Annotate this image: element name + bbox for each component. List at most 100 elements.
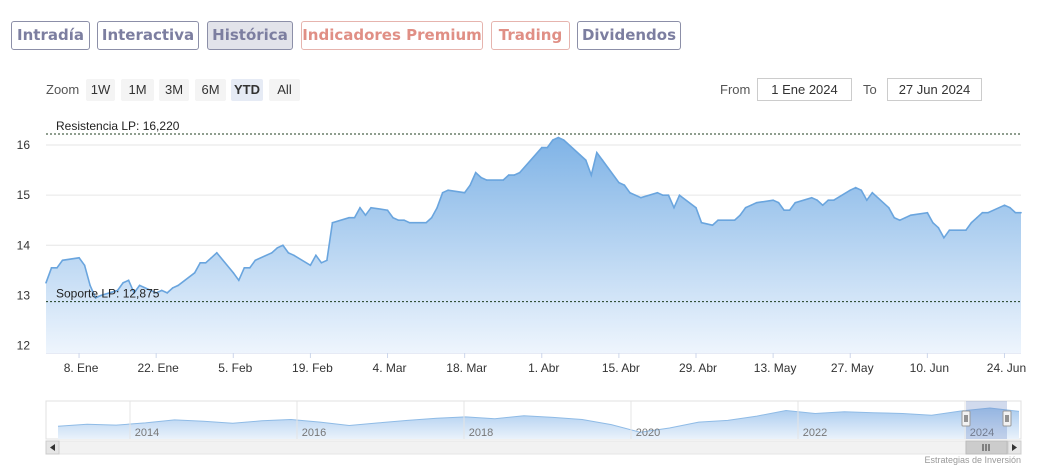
price-data-point [425, 221, 427, 224]
to-date-input[interactable]: 27 Jun 2024 [887, 78, 982, 101]
price-data-point [83, 264, 86, 267]
zoom-button-ytd[interactable]: YTD [231, 79, 263, 101]
price-data-point [507, 174, 510, 176]
tab-interactiva[interactable]: Interactiva [97, 21, 199, 50]
price-data-point [403, 219, 405, 221]
price-data-point [899, 219, 901, 221]
zoom-button-all[interactable]: All [269, 79, 300, 101]
x-tick-label: 8. Ene [64, 361, 99, 375]
price-data-point [177, 284, 179, 287]
zoom-button-6m[interactable]: 6M [195, 79, 226, 101]
price-data-point [204, 262, 207, 264]
price-data-point [794, 201, 796, 204]
price-data-point [755, 201, 758, 204]
price-data-point [397, 219, 400, 221]
price-data-point [596, 151, 598, 154]
chart-reference-lines: Resistencia LP: 16,220 Soporte LP: 12,875 [46, 119, 1021, 303]
price-data-point [717, 219, 719, 221]
y-tick-label: 14 [17, 238, 31, 252]
price-data-point [678, 194, 681, 196]
chart-x-axis: 8. Ene 22. Ene 5. Feb 19. Feb 4. Mar 18. Mar 1… [64, 353, 1026, 375]
price-data-point [733, 219, 736, 221]
price-data-point [772, 199, 774, 201]
navigator-selected-range[interactable] [966, 401, 1007, 439]
tab-intradía[interactable]: Intradía [11, 21, 90, 50]
zoom-button-1w[interactable]: 1W [86, 79, 115, 101]
price-data-point [750, 204, 752, 206]
price-data-point [408, 221, 411, 224]
price-data-point [744, 206, 747, 209]
price-data-point [866, 199, 868, 201]
x-tick-label: 22. Ene [137, 361, 179, 375]
price-data-point [232, 272, 235, 274]
price-series-line [45, 136, 1021, 299]
price-data-point [656, 191, 659, 194]
price-data-point [926, 211, 929, 214]
y-tick-label: 13 [17, 288, 31, 302]
price-data-point [370, 206, 372, 209]
price-data-point [287, 252, 290, 254]
price-data-point [981, 211, 984, 214]
price-data-point [276, 247, 279, 249]
navigator-area [58, 408, 1019, 439]
price-data-point [783, 209, 785, 211]
navigator-year-label: 2022 [803, 427, 827, 439]
price-data-point [309, 264, 312, 267]
price-data-point [138, 284, 141, 287]
x-tick-label: 19. Feb [292, 361, 333, 375]
y-tick-label: 15 [17, 188, 31, 202]
x-tick-label: 1. Abr [528, 361, 559, 375]
resistance-label: Resistencia LP: 16,220 [56, 119, 180, 133]
x-tick-label: 27. May [831, 361, 874, 375]
price-data-point [662, 194, 664, 196]
zoom-button-3m[interactable]: 3M [159, 79, 189, 101]
scrollbar-track[interactable] [45, 440, 1022, 455]
price-data-point [480, 176, 483, 179]
price-data-point [45, 282, 47, 284]
price-data-point [541, 146, 543, 149]
chart-plot-area [45, 136, 1022, 353]
price-data-point [849, 189, 851, 191]
x-tick-label: 5. Feb [218, 361, 252, 375]
y-tick-label: 12 [17, 338, 31, 352]
x-tick-label: 15. Abr [602, 361, 640, 375]
price-data-point [1003, 204, 1006, 206]
price-data-point [436, 206, 438, 209]
price-data-point [78, 257, 80, 259]
price-data-point [788, 209, 791, 211]
price-data-point [254, 259, 257, 262]
tab-trading[interactable]: Trading [491, 21, 570, 50]
price-data-point [94, 297, 97, 299]
price-data-point [171, 287, 174, 289]
price-data-point [629, 191, 631, 194]
navigator-left-handle[interactable] [961, 410, 971, 427]
from-date-input[interactable]: 1 Ene 2024 [757, 78, 852, 101]
zoom-button-1m[interactable]: 1M [121, 79, 154, 101]
price-data-point [474, 171, 477, 174]
price-data-point [199, 262, 201, 264]
price-data-point [579, 154, 582, 156]
price-data-point [590, 174, 593, 176]
x-tick-label: 18. Mar [446, 361, 487, 375]
chart-navigator[interactable]: 2014 2016 2018 2020 2022 2024 [45, 400, 1022, 440]
tab-histórica[interactable]: Histórica [207, 21, 293, 50]
navigator-year-label: 2014 [135, 427, 159, 439]
price-data-point [860, 189, 863, 191]
price-data-point [293, 254, 295, 257]
arrow-right-icon [1012, 444, 1017, 451]
navigator-year-label: 2016 [302, 427, 326, 439]
to-label: To [863, 82, 877, 97]
price-data-point [700, 221, 703, 224]
navigator-right-handle[interactable] [1002, 410, 1012, 427]
price-data-point [987, 211, 989, 214]
price-data-point [601, 159, 604, 161]
price-data-point [777, 201, 780, 204]
chart-credit: Estrategias de Inversión [924, 455, 1021, 465]
price-data-point [739, 214, 741, 216]
price-data-point [634, 194, 637, 196]
x-tick-label: 4. Mar [373, 361, 407, 375]
chart-scrollbar[interactable] [45, 440, 1022, 455]
handle-body [1002, 410, 1012, 427]
tab-indicadores-premium[interactable]: Indicadores Premium [301, 21, 483, 50]
tab-dividendos[interactable]: Dividendos [577, 21, 681, 50]
